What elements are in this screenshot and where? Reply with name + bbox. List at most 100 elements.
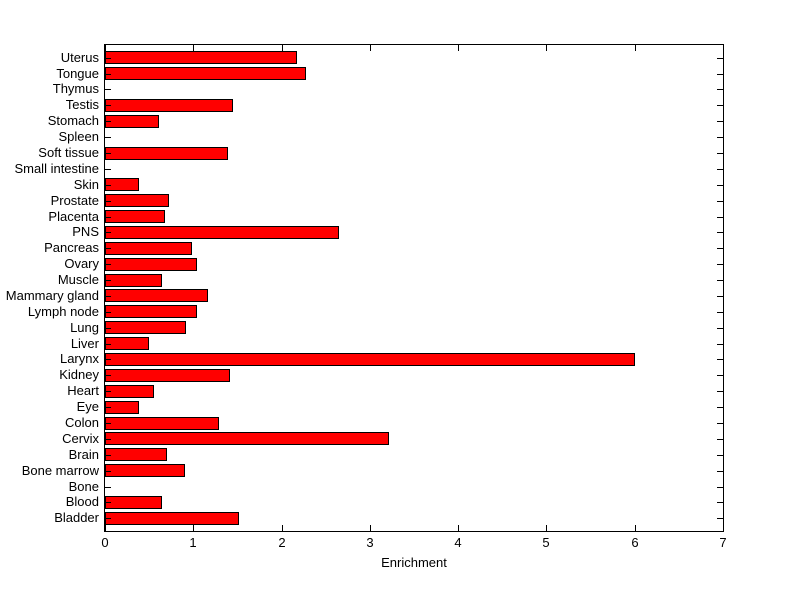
y-tick-label: Bone marrow [21, 463, 99, 478]
y-tick-mirror [717, 217, 723, 218]
bar [105, 353, 635, 366]
y-tick [105, 217, 111, 218]
x-tick-mirror [723, 45, 724, 51]
y-tick-mirror [717, 185, 723, 186]
bar [105, 495, 162, 509]
y-tick-mirror [717, 169, 723, 170]
y-tick-mirror [717, 502, 723, 503]
y-tick [105, 439, 111, 440]
y-tick-label: Heart [67, 383, 99, 398]
y-tick [105, 296, 111, 297]
y-tick-mirror [717, 105, 723, 106]
bar [105, 273, 162, 287]
y-tick-label: Bone [68, 479, 99, 494]
y-tick [105, 328, 111, 329]
y-tick-label: Skin [73, 177, 99, 192]
y-tick [105, 232, 111, 233]
y-tick-label: Eye [76, 399, 99, 414]
y-tick-label: Ovary [64, 256, 99, 271]
y-tick-label: Soft tissue [38, 145, 99, 160]
y-tick-mirror [717, 328, 723, 329]
bar [105, 241, 192, 255]
y-tick-mirror [717, 391, 723, 392]
y-tick-mirror [717, 344, 723, 345]
y-tick-mirror [717, 121, 723, 122]
bar [105, 51, 297, 65]
x-tick-mirror [105, 45, 106, 51]
y-tick [105, 89, 111, 90]
x-tick [370, 525, 371, 531]
y-tick [105, 264, 111, 265]
y-tick-mirror [717, 487, 723, 488]
y-tick [105, 487, 111, 488]
y-tick [105, 153, 111, 154]
bar [105, 210, 165, 223]
y-tick-label: Larynx [59, 351, 99, 366]
x-tick [546, 525, 547, 531]
y-tick [105, 121, 111, 122]
y-tick-mirror [717, 296, 723, 297]
bar [105, 257, 197, 271]
plot-area [104, 44, 724, 532]
y-tick-mirror [717, 153, 723, 154]
y-tick-label: Uterus [60, 50, 99, 65]
x-tick [635, 525, 636, 531]
y-tick-label: Blood [65, 494, 99, 509]
y-tick-label: Testis [65, 97, 99, 112]
bar [105, 114, 159, 128]
y-tick [105, 344, 111, 345]
y-tick [105, 391, 111, 392]
y-tick-label: Placenta [48, 209, 99, 224]
y-tick-label: Cervix [62, 431, 99, 446]
y-tick-label: Stomach [47, 113, 99, 128]
y-tick-mirror [717, 455, 723, 456]
y-tick [105, 58, 111, 59]
y-tick [105, 471, 111, 472]
x-tick-label: 7 [719, 535, 727, 550]
bar [105, 337, 149, 351]
y-tick [105, 248, 111, 249]
y-tick [105, 359, 111, 360]
y-tick [105, 502, 111, 503]
y-tick-label: Thymus [52, 81, 99, 96]
y-tick-mirror [717, 58, 723, 59]
x-tick-mirror [370, 45, 371, 51]
y-tick [105, 280, 111, 281]
bar [105, 67, 306, 81]
y-tick-mirror [717, 201, 723, 202]
y-tick-label: Bladder [54, 510, 99, 525]
bar [105, 225, 339, 239]
y-tick [105, 201, 111, 202]
y-tick-label: Kidney [59, 367, 99, 382]
y-tick-mirror [717, 137, 723, 138]
y-tick-label: Spleen [58, 129, 99, 144]
bar [105, 511, 239, 525]
y-tick-mirror [717, 232, 723, 233]
bar [105, 146, 228, 160]
y-tick-mirror [717, 74, 723, 75]
x-tick-mirror [546, 45, 547, 51]
y-tick-mirror [717, 280, 723, 281]
y-tick [105, 137, 111, 138]
y-tick-mirror [717, 248, 723, 249]
y-tick-label: Lymph node [27, 304, 99, 319]
y-tick-label: Small intestine [14, 161, 99, 176]
y-tick-mirror [717, 264, 723, 265]
y-tick-label: Pancreas [44, 240, 99, 255]
x-tick-mirror [282, 45, 283, 51]
y-tick [105, 407, 111, 408]
y-tick [105, 455, 111, 456]
x-tick [282, 525, 283, 531]
x-tick-mirror [635, 45, 636, 51]
y-tick-label: Lung [70, 320, 99, 335]
y-tick-mirror [717, 423, 723, 424]
y-tick-mirror [717, 439, 723, 440]
x-tick [193, 525, 194, 531]
y-tick-label: Colon [65, 415, 99, 430]
y-tick-mirror [717, 89, 723, 90]
x-tick-mirror [193, 45, 194, 51]
x-tick-label: 3 [366, 535, 374, 550]
x-tick-label: 0 [101, 535, 109, 550]
bar [105, 416, 219, 430]
